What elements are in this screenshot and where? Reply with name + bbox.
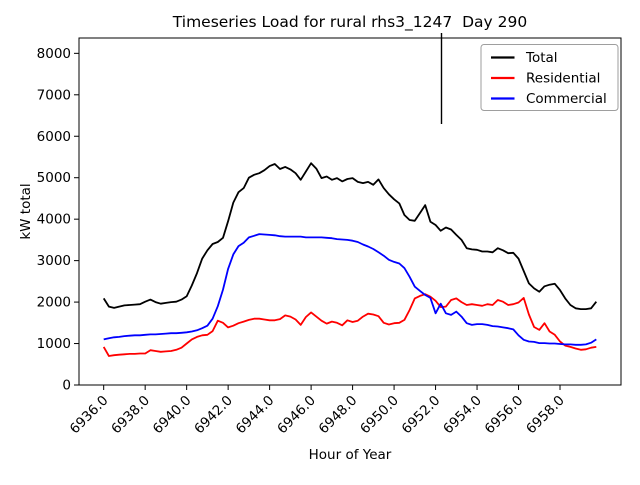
y-tick-label: 0 <box>62 378 71 394</box>
legend-frame <box>480 44 619 111</box>
series-line-commercial <box>103 233 597 346</box>
y-tick-label: 6000 <box>37 129 71 145</box>
x-axis-label: Hour of Year <box>309 447 392 463</box>
axes-frame <box>78 37 622 386</box>
y-tick-label: 8000 <box>37 46 71 62</box>
y-tick-label: 4000 <box>37 212 71 228</box>
y-tick-label: 5000 <box>37 170 71 186</box>
series-line-residential <box>102 293 597 357</box>
y-tick-label: 7000 <box>37 87 71 103</box>
legend-label-residential: Residential <box>526 71 600 87</box>
legend-entries: Total Residential Commercial <box>491 50 607 107</box>
chart-title: Timeseries Load for rural rhs3_1247 Day … <box>172 13 527 32</box>
y-tick-label: 2000 <box>37 295 71 311</box>
legend-label-total: Total <box>525 50 558 66</box>
series-line-total <box>102 162 598 310</box>
data-series-lines <box>102 162 598 357</box>
legend-box: Total Residential Commercial <box>480 44 619 111</box>
legend-label-commercial: Commercial <box>526 91 607 107</box>
y-tick-label: 1000 <box>37 336 71 352</box>
y-tick-label: 3000 <box>37 253 71 269</box>
y-axis-label: kW total <box>18 183 34 239</box>
y-axis-ticks: 0 1000 2000 3000 4000 5000 6000 7000 8000 <box>37 46 79 394</box>
